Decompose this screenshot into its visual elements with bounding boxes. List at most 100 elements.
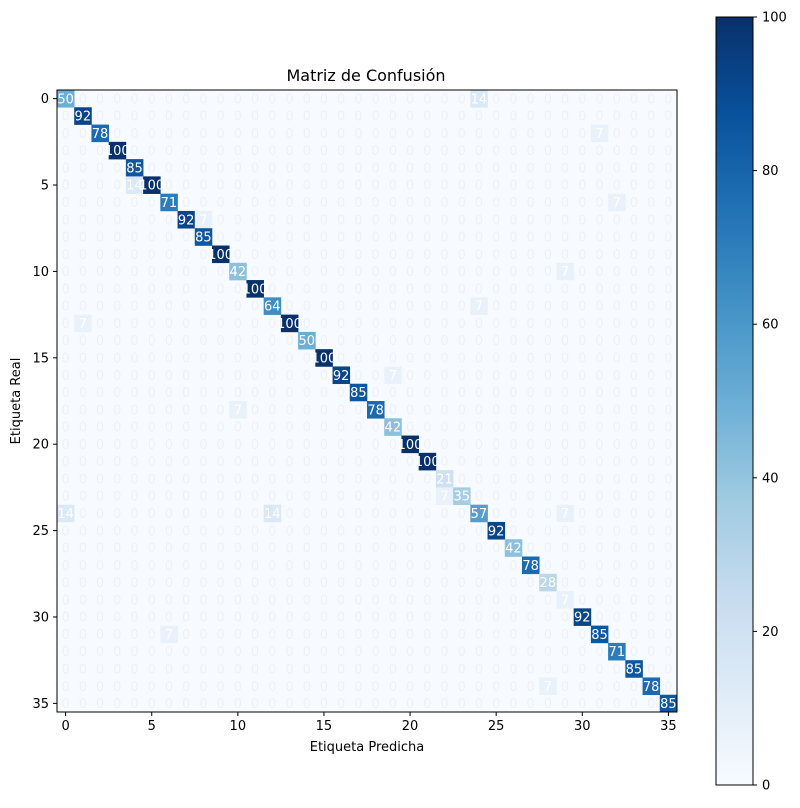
cell-value-label: 0 <box>458 542 466 557</box>
cell-value-label: 0 <box>79 645 87 660</box>
cell-value-label: 0 <box>578 524 586 539</box>
cell-value-label: 0 <box>216 576 224 591</box>
cell-value-label: 0 <box>492 697 500 712</box>
cell-value-label: 0 <box>440 300 448 315</box>
cell-value-label: 0 <box>389 438 397 453</box>
cell-value-label: 0 <box>165 300 173 315</box>
cell-value-label: 57 <box>471 507 488 522</box>
cell-value-label: 0 <box>526 213 534 228</box>
cell-value-label: 0 <box>79 490 87 505</box>
cell-value-label: 0 <box>113 110 121 125</box>
cell-value-label: 0 <box>113 628 121 643</box>
cell-value-label: 0 <box>578 213 586 228</box>
cell-value-label: 0 <box>148 472 156 487</box>
cell-value-label: 0 <box>234 472 242 487</box>
cell-value-label: 0 <box>113 369 121 384</box>
cell-value-label: 0 <box>96 403 104 418</box>
cell-value-label: 0 <box>630 127 638 142</box>
cell-value-label: 0 <box>595 662 603 677</box>
cell-value-label: 0 <box>148 662 156 677</box>
cell-value-label: 0 <box>130 282 138 297</box>
cell-value-label: 0 <box>492 542 500 557</box>
cell-value-label: 0 <box>199 576 207 591</box>
cell-value-label: 0 <box>130 611 138 626</box>
cell-value-label: 0 <box>165 161 173 176</box>
cell-value-label: 0 <box>475 231 483 246</box>
cell-value-label: 0 <box>509 179 517 194</box>
x-tick-label: 5 <box>148 719 156 734</box>
cell-value-label: 0 <box>234 542 242 557</box>
x-tick-label: 35 <box>660 719 677 734</box>
cell-value-label: 0 <box>630 490 638 505</box>
cell-value-label: 0 <box>664 386 672 401</box>
cell-value-label: 0 <box>96 490 104 505</box>
cell-value-label: 0 <box>371 110 379 125</box>
cell-value-label: 0 <box>234 92 242 107</box>
cell-value-label: 0 <box>182 161 190 176</box>
cell-value-label: 0 <box>79 231 87 246</box>
heatmap-cell <box>608 642 626 661</box>
cell-value-label: 0 <box>423 645 431 660</box>
cell-value-label: 0 <box>165 697 173 712</box>
cell-value-label: 0 <box>630 351 638 366</box>
cell-value-label: 0 <box>199 438 207 453</box>
cell-value-label: 0 <box>130 680 138 695</box>
cell-value-label: 0 <box>61 576 69 591</box>
cell-value-label: 0 <box>234 196 242 211</box>
heatmap-cell <box>246 280 264 298</box>
cell-value-label: 0 <box>148 110 156 125</box>
cell-value-label: 0 <box>389 386 397 401</box>
cell-value-label: 0 <box>61 213 69 228</box>
cell-value-label: 0 <box>458 317 466 332</box>
cell-value-label: 0 <box>561 282 569 297</box>
cell-value-label: 0 <box>113 334 121 349</box>
cell-value-label: 100 <box>243 282 268 297</box>
cell-value-label: 0 <box>165 369 173 384</box>
cell-value-label: 0 <box>96 161 104 176</box>
cell-value-label: 0 <box>96 317 104 332</box>
cell-value-label: 0 <box>320 231 328 246</box>
cell-value-label: 0 <box>165 334 173 349</box>
cell-value-label: 0 <box>647 92 655 107</box>
cell-value-label: 0 <box>61 645 69 660</box>
cell-value-label: 0 <box>647 455 655 470</box>
cell-value-label: 0 <box>182 351 190 366</box>
cell-value-label: 0 <box>234 144 242 159</box>
heatmap-cells <box>57 90 678 713</box>
cell-value-label: 0 <box>303 231 311 246</box>
cell-value-label: 0 <box>561 110 569 125</box>
cell-value-label: 0 <box>664 611 672 626</box>
cell-value-label: 0 <box>595 196 603 211</box>
cell-value-label: 0 <box>113 645 121 660</box>
cell-value-label: 0 <box>509 662 517 677</box>
cell-value-label: 0 <box>630 265 638 280</box>
cell-value-label: 0 <box>440 576 448 591</box>
cell-value-label: 0 <box>268 628 276 643</box>
cell-value-label: 0 <box>561 680 569 695</box>
cell-value-label: 0 <box>303 248 311 263</box>
cell-value-label: 0 <box>406 421 414 436</box>
cell-value-label: 0 <box>251 472 259 487</box>
cell-value-label: 0 <box>509 231 517 246</box>
cell-value-label: 0 <box>216 662 224 677</box>
cell-value-label: 0 <box>475 421 483 436</box>
cell-value-label: 0 <box>406 127 414 142</box>
cell-value-label: 0 <box>595 144 603 159</box>
cell-value-label: 0 <box>320 403 328 418</box>
cell-value-label: 0 <box>544 317 552 332</box>
cell-value-label: 0 <box>165 662 173 677</box>
cell-value-label: 0 <box>371 265 379 280</box>
cell-value-label: 0 <box>371 386 379 401</box>
cell-value-label: 0 <box>96 697 104 712</box>
cell-value-label: 0 <box>285 127 293 142</box>
cell-value-label: 0 <box>320 300 328 315</box>
cell-value-label: 0 <box>526 455 534 470</box>
cell-value-label: 0 <box>61 697 69 712</box>
cell-value-label: 0 <box>578 231 586 246</box>
cell-value-label: 0 <box>354 524 362 539</box>
cell-value-label: 0 <box>630 421 638 436</box>
cell-value-label: 0 <box>630 92 638 107</box>
cell-value-label: 0 <box>371 144 379 159</box>
cell-value-label: 0 <box>630 524 638 539</box>
